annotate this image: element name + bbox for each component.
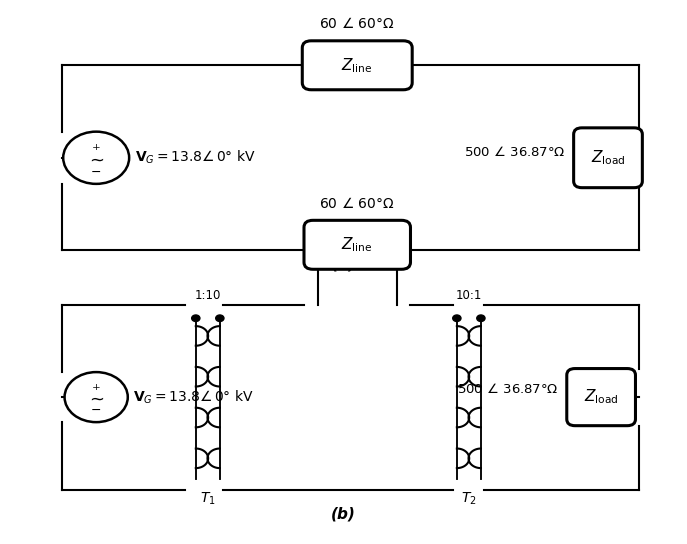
Text: (b): (b) [331,506,356,522]
Text: 60 $\angle$ 60°$\Omega$: 60 $\angle$ 60°$\Omega$ [319,195,395,211]
Text: $Z_{\rm load}$: $Z_{\rm load}$ [591,149,625,167]
Text: $\mathbf{V}_G = 13.8\angle\,0°\ \mathrm{kV}$: $\mathbf{V}_G = 13.8\angle\,0°\ \mathrm{… [133,388,254,406]
Circle shape [216,315,224,322]
Circle shape [63,132,129,184]
Circle shape [192,315,200,322]
FancyBboxPatch shape [304,220,411,269]
Text: 1:10: 1:10 [194,289,221,302]
Text: ~: ~ [89,391,104,409]
Text: $T_2$: $T_2$ [461,491,477,507]
Text: +: + [92,383,100,392]
Circle shape [477,315,485,322]
Circle shape [65,372,128,422]
Text: −: − [91,165,102,178]
Text: (a): (a) [331,256,356,271]
Circle shape [453,315,461,322]
Text: +: + [92,143,100,152]
Text: ~: ~ [89,151,104,169]
Text: 500 $\angle$ 36.87°$\Omega$: 500 $\angle$ 36.87°$\Omega$ [457,382,559,396]
FancyBboxPatch shape [567,369,635,425]
FancyBboxPatch shape [302,41,412,90]
FancyBboxPatch shape [574,128,642,188]
Text: $T_1$: $T_1$ [200,491,216,507]
Text: $Z_{\rm load}$: $Z_{\rm load}$ [584,388,618,406]
Text: $Z_{\rm line}$: $Z_{\rm line}$ [341,236,373,254]
Text: 500 $\angle$ 36.87°$\Omega$: 500 $\angle$ 36.87°$\Omega$ [464,145,565,159]
Text: $\mathbf{V}_G = 13.8\angle\,0°\ \mathrm{kV}$: $\mathbf{V}_G = 13.8\angle\,0°\ \mathrm{… [135,149,256,166]
Text: $Z_{\rm line}$: $Z_{\rm line}$ [341,56,373,75]
Text: 60 $\angle$ 60°$\Omega$: 60 $\angle$ 60°$\Omega$ [319,16,395,31]
Text: 10:1: 10:1 [455,289,482,302]
Text: −: − [91,404,102,417]
